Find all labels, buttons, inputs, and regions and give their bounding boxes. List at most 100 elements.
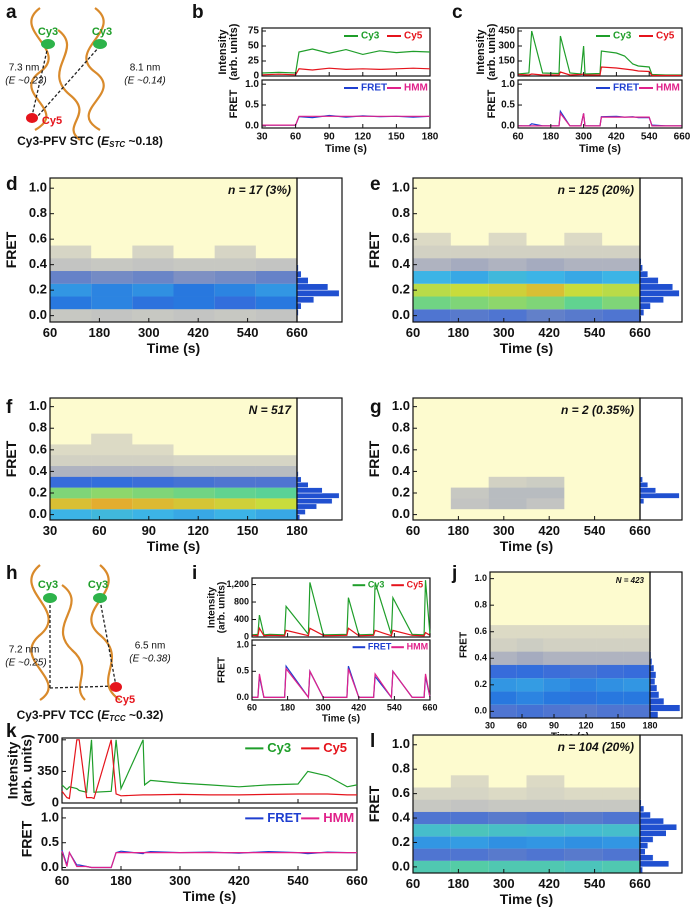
y-tick-label: 0 (52, 794, 59, 809)
heat-cell (132, 487, 174, 499)
y-axis-label: FRET (366, 231, 382, 268)
heat-cell (516, 678, 544, 692)
heat-cell (50, 258, 92, 272)
heat-cell (255, 309, 297, 322)
panel-letter: a (6, 2, 17, 23)
x-tick-label: 60 (512, 132, 524, 143)
y-tick-label: 0.8 (392, 420, 410, 435)
heat-cell (543, 625, 570, 639)
heat-cell (214, 498, 256, 510)
cy3-dye (93, 593, 107, 603)
heat-cell (564, 860, 603, 873)
heat-cell (214, 245, 256, 259)
y-tick-label: 0.0 (236, 692, 249, 702)
heat-cell (526, 258, 565, 272)
hist-bar (639, 289, 680, 297)
heat-cell (602, 245, 640, 259)
trace-line (61, 850, 357, 869)
heat-cell (543, 664, 570, 679)
heat-cell (214, 283, 256, 297)
heat-cell (488, 498, 527, 510)
hist-bar (296, 283, 329, 291)
heat-cell (526, 787, 565, 800)
hist-bar (639, 860, 670, 868)
heat-cell (602, 799, 640, 812)
x-tick-label: 540 (387, 702, 402, 712)
caption-part: ~0.18) (125, 134, 163, 148)
cy3-dye (93, 39, 107, 49)
heat-cell (255, 498, 297, 510)
y-tick-label: 0.0 (41, 859, 59, 874)
heat-cell (602, 811, 640, 825)
y-tick-label: 0.2 (474, 679, 487, 689)
panel-letter: j (451, 563, 457, 584)
y-tick-label: 0.6 (474, 626, 487, 636)
plot-background (413, 398, 640, 520)
heat-cell (413, 848, 451, 861)
y-tick-label: 1.0 (245, 79, 259, 90)
y-tick-label: 0.0 (392, 506, 410, 521)
heat-cell (623, 638, 650, 652)
heat-cell (450, 271, 489, 284)
x-tick-label: 90 (324, 132, 336, 143)
heat-cell (602, 860, 640, 873)
heat-cell (50, 466, 92, 477)
hist-bar (649, 677, 656, 686)
helix (85, 7, 105, 131)
heat-cell (526, 487, 565, 499)
heat-cell (488, 296, 527, 310)
x-tick-label: 540 (584, 523, 606, 538)
hist-bar (639, 848, 646, 855)
hist-bar (649, 697, 665, 705)
heat-cell (214, 258, 256, 272)
y-axis-label: Intensity (475, 29, 487, 75)
x-tick-label: 180 (448, 325, 470, 340)
y-tick-label: 0 (509, 71, 515, 82)
dye-label: Cy5 (115, 694, 135, 706)
cy5-dye (26, 113, 38, 123)
helix (30, 564, 50, 701)
heat-cell (564, 296, 603, 310)
y-tick-label: 1,200 (226, 579, 249, 589)
legend-label: Cy3 (613, 31, 632, 42)
annotation: n = 125 (20%) (558, 183, 634, 197)
heat-cell (570, 625, 597, 639)
heat-cell (516, 691, 544, 705)
hist-bar (639, 842, 649, 849)
x-axis-label: Time (s) (325, 143, 367, 155)
heat-cell (173, 455, 215, 467)
heat-cell (173, 487, 215, 499)
heat-cell (564, 811, 603, 825)
y-axis-label: FRET (19, 820, 35, 857)
heat-cell (602, 296, 640, 310)
heat-cell (91, 258, 133, 272)
heat-cell (490, 625, 517, 639)
heat-cell (50, 455, 92, 467)
y-tick-label: 0.2 (392, 282, 410, 297)
panel-letter: e (370, 174, 381, 195)
heat-cell (173, 466, 215, 477)
trace-line (517, 66, 682, 77)
heat-cell (488, 271, 527, 284)
heat-cell (450, 283, 489, 297)
x-tick-label: 540 (237, 325, 259, 340)
legend-label: Cy5 (404, 31, 423, 42)
trace-line (261, 67, 431, 76)
x-tick-label: 150 (237, 523, 259, 538)
caption-part: ~0.32) (126, 708, 164, 722)
y-tick-label: 450 (498, 26, 515, 37)
x-tick-label: 60 (406, 523, 420, 538)
x-tick-label: 60 (406, 876, 420, 891)
heat-cell (50, 271, 92, 284)
x-tick-label: 60 (517, 720, 527, 730)
heat-cell (450, 487, 489, 499)
heat-cell (91, 433, 133, 445)
y-axis-label: FRET (366, 440, 382, 477)
heat-cell (450, 258, 489, 272)
heat-cell (173, 509, 215, 520)
heat-cell (255, 487, 297, 499)
y-tick-label: 0.4 (29, 463, 48, 478)
heat-cell (214, 487, 256, 499)
heat-cell (564, 258, 603, 272)
heat-cell (413, 787, 451, 800)
